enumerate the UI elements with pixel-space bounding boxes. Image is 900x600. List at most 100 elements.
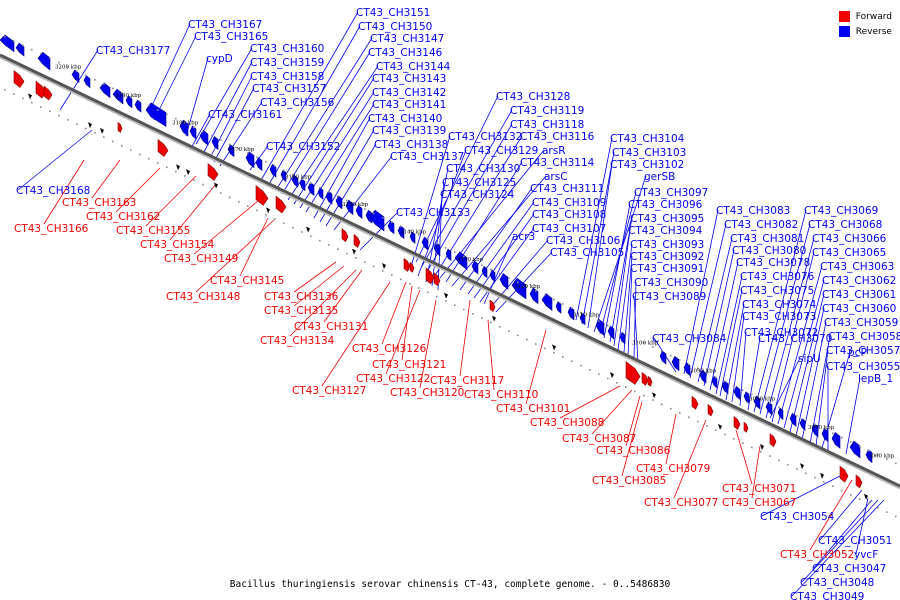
- forward-gene-label[interactable]: CT43_CH3121: [372, 359, 446, 371]
- reverse-gene-label[interactable]: CT43_CH3167: [188, 19, 262, 31]
- reverse-gene-label[interactable]: CT43_CH3084: [652, 333, 727, 345]
- reverse-gene-label[interactable]: sipU: [798, 353, 821, 365]
- reverse-gene-label[interactable]: CT43_CH3054: [760, 511, 835, 523]
- reverse-gene-label[interactable]: CT43_CH3108: [532, 209, 606, 221]
- reverse-gene-label[interactable]: CT43_CH3118: [510, 119, 584, 131]
- reverse-gene-label[interactable]: CT43_CH3070: [758, 333, 832, 345]
- forward-gene-label[interactable]: CT43_CH3163: [62, 197, 136, 209]
- reverse-gene-label[interactable]: CT43_CH3157: [252, 83, 326, 95]
- forward-gene-label[interactable]: CT43_CH3155: [116, 225, 190, 237]
- reverse-gene-label[interactable]: CT43_CH3091: [630, 263, 704, 275]
- reverse-gene-label[interactable]: CT43_CH3133: [396, 207, 470, 219]
- reverse-gene-label[interactable]: CT43_CH3072: [744, 327, 818, 339]
- forward-gene-label[interactable]: CT43_CH3120: [390, 387, 464, 399]
- reverse-gene-label[interactable]: CT43_CH3078: [736, 257, 810, 269]
- forward-gene-label[interactable]: CT43_CH3126: [352, 343, 427, 355]
- reverse-gene-label[interactable]: CT43_CH3114: [520, 157, 595, 169]
- reverse-gene-label[interactable]: CT43_CH3130: [446, 163, 520, 175]
- reverse-gene-label[interactable]: CT43_CH3129: [464, 145, 538, 157]
- reverse-gene-label[interactable]: cypD: [206, 53, 233, 65]
- reverse-gene-label[interactable]: CT43_CH3059: [824, 317, 898, 329]
- reverse-gene-label[interactable]: CT43_CH3048: [800, 577, 874, 589]
- reverse-gene-label[interactable]: CT43_CH3069: [804, 205, 878, 217]
- forward-gene-label[interactable]: CT43_CH3085: [592, 475, 666, 487]
- reverse-gene-label[interactable]: CT43_CH3058: [828, 331, 900, 343]
- reverse-gene-label[interactable]: CT43_CH3150: [358, 21, 432, 33]
- reverse-gene-label[interactable]: CT43_CH3111: [530, 183, 604, 195]
- reverse-gene-label[interactable]: CT43_CH3146: [368, 47, 443, 59]
- reverse-gene-label[interactable]: CT43_CH3057: [826, 345, 900, 357]
- forward-gene-label[interactable]: CT43_CH3101: [496, 403, 570, 415]
- reverse-gene-label[interactable]: CT43_CH3161: [208, 109, 282, 121]
- forward-gene-label[interactable]: CT43_CH3122: [356, 373, 430, 385]
- reverse-gene-label[interactable]: CT43_CH3093: [630, 239, 704, 251]
- reverse-gene-label[interactable]: CT43_CH3143: [372, 73, 446, 85]
- forward-gene-label[interactable]: CT43_CH3071: [722, 483, 796, 495]
- forward-gene-label[interactable]: CT43_CH3145: [210, 275, 284, 287]
- reverse-gene-label[interactable]: CT43_CH3156: [260, 97, 335, 109]
- reverse-gene-label[interactable]: CT43_CH3160: [250, 43, 324, 55]
- reverse-gene-label[interactable]: CT43_CH3049: [790, 591, 864, 600]
- reverse-gene-label[interactable]: CT43_CH3142: [372, 87, 446, 99]
- reverse-gene-label[interactable]: CT43_CH3104: [610, 133, 685, 145]
- reverse-gene-label[interactable]: CT43_CH3103: [612, 147, 686, 159]
- reverse-gene-label[interactable]: CT43_CH3116: [520, 131, 595, 143]
- reverse-gene-label[interactable]: CT43_CH3141: [372, 99, 446, 111]
- forward-gene-label[interactable]: CT43_CH3052: [780, 549, 854, 561]
- reverse-gene-label[interactable]: CT43_CH3138: [374, 139, 448, 151]
- reverse-gene-label[interactable]: CT43_CH3074: [742, 299, 817, 311]
- reverse-gene-label[interactable]: CT43_CH3140: [368, 113, 442, 125]
- forward-gene-label[interactable]: CT43_CH3166: [14, 223, 89, 235]
- reverse-gene-label[interactable]: CT43_CH3177: [96, 45, 170, 57]
- forward-gene-label[interactable]: CT43_CH3079: [636, 463, 710, 475]
- reverse-gene-label[interactable]: CT43_CH3090: [634, 277, 708, 289]
- reverse-gene-label[interactable]: gerSB: [644, 171, 675, 183]
- reverse-gene-label[interactable]: CT43_CH3063: [820, 261, 894, 273]
- reverse-gene-label[interactable]: CT43_CH3102: [610, 159, 684, 171]
- forward-gene-label[interactable]: CT43_CH3077: [644, 497, 718, 509]
- forward-gene-label[interactable]: CT43_CH3149: [164, 253, 238, 265]
- forward-gene-label[interactable]: CT43_CH3162: [86, 211, 160, 223]
- reverse-gene-label[interactable]: arsR: [542, 145, 566, 157]
- reverse-gene-label[interactable]: CT43_CH3152: [266, 141, 340, 153]
- reverse-gene-label[interactable]: CT43_CH3076: [740, 271, 815, 283]
- forward-gene-label[interactable]: CT43_CH3117: [430, 375, 504, 387]
- reverse-gene-label[interactable]: CT43_CH3105: [550, 247, 624, 259]
- reverse-gene-label[interactable]: CT43_CH3060: [822, 303, 896, 315]
- reverse-gene-label[interactable]: lepB_1: [858, 373, 893, 385]
- reverse-gene-label[interactable]: CT43_CH3082: [724, 219, 798, 231]
- reverse-gene-label[interactable]: CT43_CH3151: [356, 7, 430, 19]
- reverse-gene-label[interactable]: CT43_CH3107: [532, 223, 606, 235]
- reverse-gene-label[interactable]: CT43_CH3096: [628, 199, 703, 211]
- reverse-gene-label[interactable]: CT43_CH3066: [812, 233, 887, 245]
- reverse-gene-label[interactable]: CT43_CH3132: [448, 131, 522, 143]
- reverse-gene-label[interactable]: CT43_CH3081: [730, 233, 804, 245]
- forward-gene-label[interactable]: CT43_CH3136: [264, 291, 339, 303]
- reverse-gene-label[interactable]: acr3: [512, 231, 535, 243]
- reverse-gene-label[interactable]: CT43_CH3094: [628, 225, 703, 237]
- forward-gene-label[interactable]: CT43_CH3086: [596, 445, 671, 457]
- reverse-gene-label[interactable]: CT43_CH3125: [442, 177, 516, 189]
- reverse-gene-label[interactable]: CT43_CH3047: [812, 563, 886, 575]
- reverse-gene-label[interactable]: CT43_CH3165: [194, 31, 268, 43]
- forward-gene-label[interactable]: CT43_CH3135: [264, 305, 338, 317]
- reverse-gene-label[interactable]: CT43_CH3159: [250, 57, 324, 69]
- forward-gene-label[interactable]: CT43_CH3134: [260, 335, 335, 347]
- reverse-gene-label[interactable]: CT43_CH3089: [632, 291, 706, 303]
- reverse-gene-label[interactable]: CT43_CH3061: [822, 289, 896, 301]
- reverse-gene-label[interactable]: arsC: [544, 171, 568, 183]
- reverse-gene-label[interactable]: CT43_CH3095: [630, 213, 704, 225]
- reverse-gene-label[interactable]: CT43_CH3073: [742, 311, 816, 323]
- forward-gene-label[interactable]: CT43_CH3088: [530, 417, 604, 429]
- reverse-gene-label[interactable]: pcP: [848, 347, 867, 359]
- reverse-gene-label[interactable]: CT43_CH3158: [250, 71, 324, 83]
- reverse-gene-label[interactable]: CT43_CH3068: [808, 219, 882, 231]
- forward-gene-label[interactable]: CT43_CH3087: [562, 433, 636, 445]
- reverse-gene-label[interactable]: CT43_CH3128: [496, 91, 570, 103]
- forward-gene-label[interactable]: CT43_CH3148: [166, 291, 240, 303]
- reverse-gene-label[interactable]: CT43_CH3097: [634, 187, 708, 199]
- reverse-gene-label[interactable]: CT43_CH3144: [376, 61, 451, 73]
- forward-gene-label[interactable]: CT43_CH3067: [722, 497, 796, 509]
- reverse-gene-label[interactable]: CT43_CH3168: [16, 185, 90, 197]
- reverse-gene-label[interactable]: CT43_CH3119: [510, 105, 584, 117]
